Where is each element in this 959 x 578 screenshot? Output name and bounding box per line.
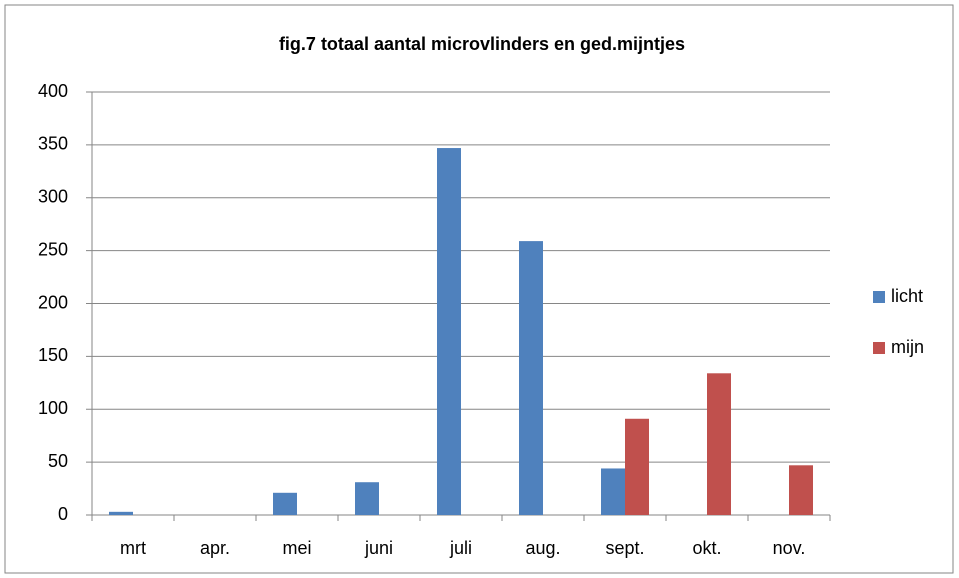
bar bbox=[273, 492, 297, 515]
y-tick-label: 350 bbox=[38, 134, 68, 154]
x-tick-label: nov. bbox=[773, 538, 806, 558]
y-tick-label: 0 bbox=[58, 504, 68, 524]
x-tick-label: apr. bbox=[200, 538, 230, 558]
x-tick-label: okt. bbox=[692, 538, 721, 558]
bar bbox=[601, 468, 625, 515]
bar bbox=[789, 465, 813, 515]
bar bbox=[109, 511, 133, 515]
y-tick-label: 300 bbox=[38, 187, 68, 207]
bar bbox=[625, 418, 649, 515]
x-tick-label: juli bbox=[449, 538, 472, 558]
legend-swatch bbox=[873, 291, 885, 303]
bar bbox=[437, 148, 461, 516]
y-tick-label: 100 bbox=[38, 398, 68, 418]
y-tick-label: 50 bbox=[48, 451, 68, 471]
chart-title: fig.7 totaal aantal microvlinders en ged… bbox=[279, 34, 685, 54]
legend-swatch bbox=[873, 342, 885, 354]
bar bbox=[355, 482, 379, 515]
x-tick-label: mei bbox=[282, 538, 311, 558]
legend-label: licht bbox=[891, 286, 923, 306]
x-tick-label: juni bbox=[364, 538, 393, 558]
y-tick-label: 150 bbox=[38, 345, 68, 365]
legend-label: mijn bbox=[891, 337, 924, 357]
x-tick-label: aug. bbox=[525, 538, 560, 558]
y-tick-label: 400 bbox=[38, 81, 68, 101]
y-tick-label: 250 bbox=[38, 239, 68, 259]
y-tick-label: 200 bbox=[38, 292, 68, 312]
x-tick-label: mrt bbox=[120, 538, 146, 558]
bar bbox=[519, 241, 543, 516]
x-tick-label: sept. bbox=[605, 538, 644, 558]
bar bbox=[707, 373, 731, 515]
